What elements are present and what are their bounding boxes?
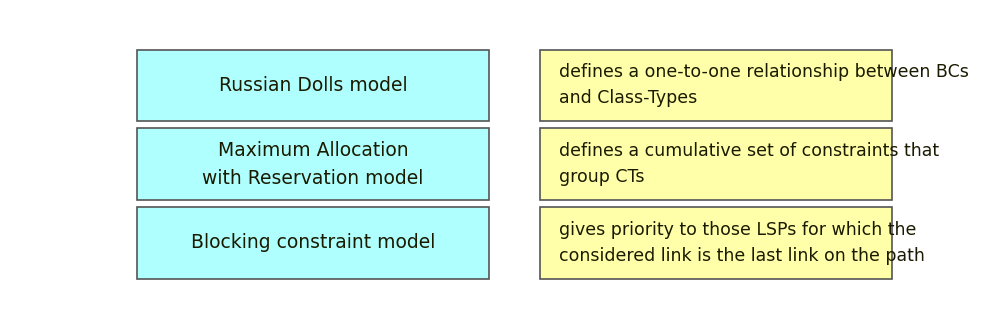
Text: Russian Dolls model: Russian Dolls model — [219, 76, 407, 95]
Text: Blocking constraint model: Blocking constraint model — [191, 233, 435, 253]
FancyBboxPatch shape — [137, 207, 489, 279]
FancyBboxPatch shape — [137, 50, 489, 121]
FancyBboxPatch shape — [540, 207, 892, 279]
FancyBboxPatch shape — [540, 50, 892, 121]
Text: Maximum Allocation
with Reservation model: Maximum Allocation with Reservation mode… — [202, 141, 424, 188]
FancyBboxPatch shape — [137, 128, 489, 200]
Text: defines a cumulative set of constraints that
group CTs: defines a cumulative set of constraints … — [559, 142, 939, 186]
FancyBboxPatch shape — [540, 128, 892, 200]
Text: gives priority to those LSPs for which the
considered link is the last link on t: gives priority to those LSPs for which t… — [559, 221, 925, 265]
Text: defines a one-to-one relationship between BCs
and Class-Types: defines a one-to-one relationship betwee… — [559, 63, 969, 108]
